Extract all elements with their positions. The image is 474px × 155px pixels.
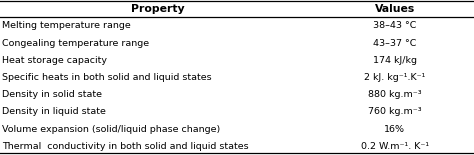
Text: Melting temperature range: Melting temperature range <box>2 21 131 30</box>
Text: Congealing temperature range: Congealing temperature range <box>2 39 149 48</box>
Text: 16%: 16% <box>384 125 405 134</box>
Text: Heat storage capacity: Heat storage capacity <box>2 56 108 65</box>
Text: 760 kg.m⁻³: 760 kg.m⁻³ <box>368 107 421 116</box>
Text: 43–37 °C: 43–37 °C <box>373 39 416 48</box>
Text: 174 kJ/kg: 174 kJ/kg <box>373 56 417 65</box>
Text: 0.2 W.m⁻¹. K⁻¹: 0.2 W.m⁻¹. K⁻¹ <box>361 142 428 151</box>
Text: Thermal  conductivity in both solid and liquid states: Thermal conductivity in both solid and l… <box>2 142 249 151</box>
Text: Values: Values <box>374 4 415 14</box>
Text: 2 kJ. kg⁻¹.K⁻¹: 2 kJ. kg⁻¹.K⁻¹ <box>364 73 425 82</box>
Text: Specific heats in both solid and liquid states: Specific heats in both solid and liquid … <box>2 73 212 82</box>
Text: Volume expansion (solid/liquid phase change): Volume expansion (solid/liquid phase cha… <box>2 125 220 134</box>
Text: 38–43 °C: 38–43 °C <box>373 21 416 30</box>
Text: Density in liquid state: Density in liquid state <box>2 107 106 116</box>
Text: 880 kg.m⁻³: 880 kg.m⁻³ <box>368 90 421 99</box>
Text: Density in solid state: Density in solid state <box>2 90 102 99</box>
Text: Property: Property <box>131 4 184 14</box>
